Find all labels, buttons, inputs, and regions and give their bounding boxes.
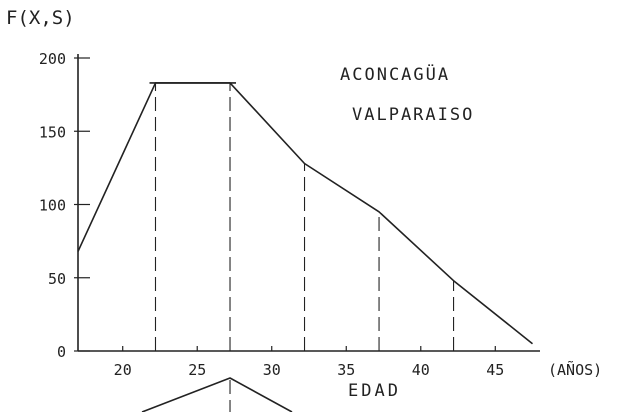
axes [77, 54, 540, 352]
y-tick-label: 200 [39, 50, 66, 68]
x-tick-label: 30 [263, 361, 281, 379]
y-tick-label: 50 [48, 270, 66, 288]
x-tick-label: 25 [188, 361, 206, 379]
x-tick-label: 40 [412, 361, 430, 379]
y-tick-label: 150 [39, 123, 66, 141]
x-axis-label: EDAD [348, 381, 401, 401]
annotation-line-2: VALPARAISO [352, 105, 474, 125]
lower-peak-sketch [141, 377, 293, 412]
y-tick-label: 0 [57, 343, 66, 361]
y-axis-label: F(X,S) [6, 7, 75, 29]
x-tick-group: 20 25 30 35 40 45 [114, 346, 504, 379]
x-axis-unit: (AÑOS) [548, 360, 602, 379]
series-group [77, 82, 533, 345]
x-tick-label: 35 [337, 361, 355, 379]
y-tick-group: 0 50 100 150 200 [39, 50, 90, 361]
x-tick-label: 20 [114, 361, 132, 379]
lower-sketch [141, 377, 293, 412]
annotation-line-1: ACONCAGÜA [340, 63, 450, 85]
x-tick-label: 45 [486, 361, 504, 379]
y-tick-label: 100 [39, 197, 66, 215]
dashed-guide-group [154, 82, 455, 351]
